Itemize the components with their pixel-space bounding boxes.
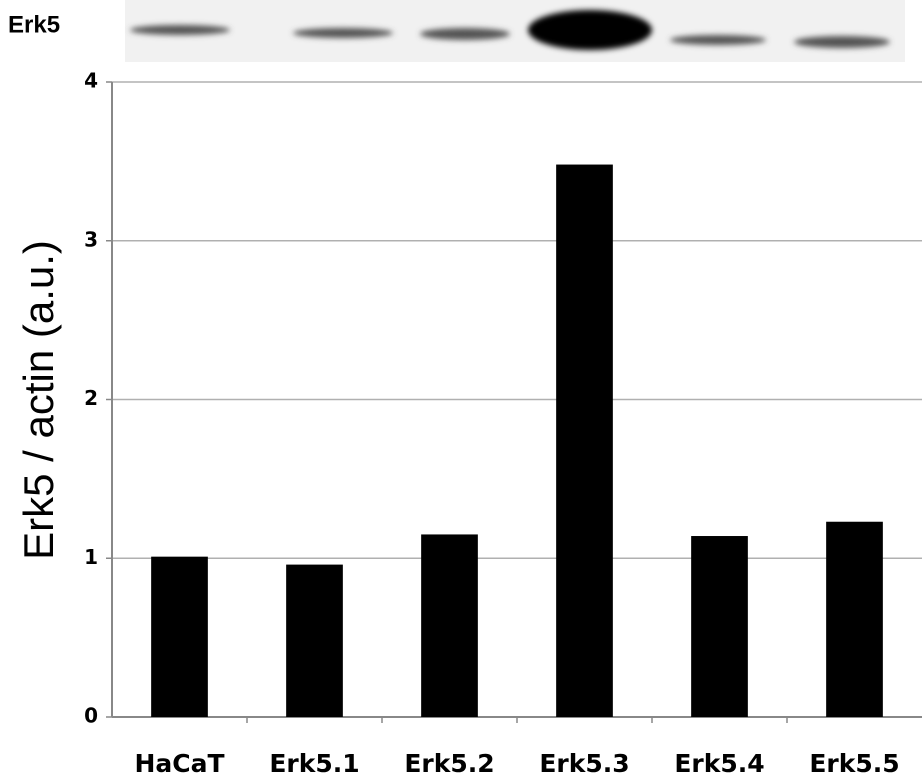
bar [286, 564, 343, 717]
bar [556, 164, 613, 718]
y-tick-label: 1 [84, 545, 98, 569]
x-tick-label: Erk5.3 [539, 749, 629, 778]
y-tick-label: 0 [84, 704, 98, 728]
western-blot [125, 0, 905, 62]
x-tick-label: Erk5.4 [674, 749, 764, 778]
bar [691, 536, 748, 717]
y-axis-label: Erk5 / actin (a.u.) [15, 240, 62, 560]
y-tick-label: 2 [84, 386, 98, 410]
bar [151, 556, 208, 717]
x-tick-label: HaCaT [134, 749, 224, 778]
y-tick-label: 3 [84, 227, 98, 251]
bar [826, 521, 883, 717]
x-tick-label: Erk5.1 [269, 749, 359, 778]
y-tick-label: 4 [84, 69, 98, 93]
blot-label: Erk5 [8, 11, 60, 38]
x-tick-label: Erk5.5 [809, 749, 899, 778]
x-tick-label: Erk5.2 [404, 749, 494, 778]
bar [421, 534, 478, 717]
